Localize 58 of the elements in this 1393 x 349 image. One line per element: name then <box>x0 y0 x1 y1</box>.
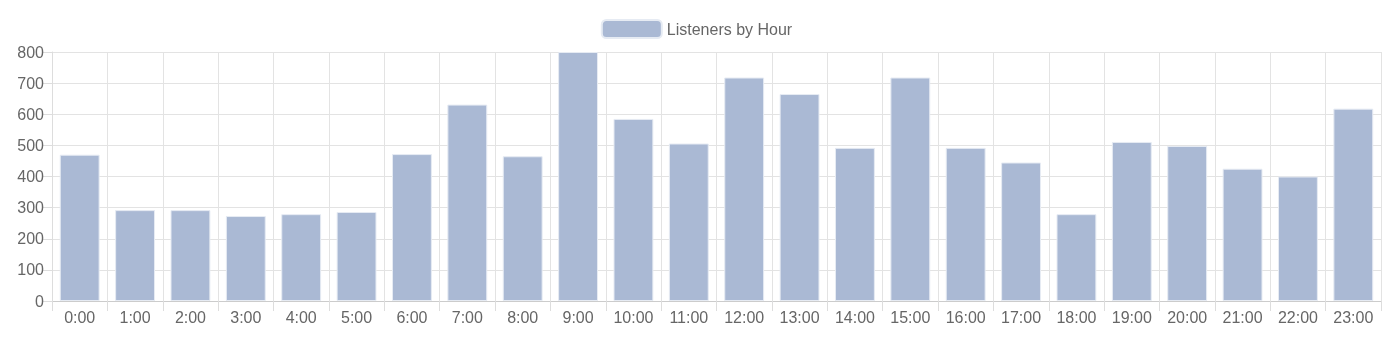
x-tick-label: 8:00 <box>507 308 539 326</box>
x-tick-label: 6:00 <box>396 308 428 326</box>
x-tick-label: 3:00 <box>230 308 262 326</box>
x-tick-label: 1:00 <box>119 308 151 326</box>
x-tick-label: 23:00 <box>1333 308 1374 326</box>
bar <box>336 211 377 301</box>
bar <box>779 94 820 301</box>
x-tick-label: 21:00 <box>1222 308 1263 326</box>
bar <box>1001 162 1041 301</box>
y-tick-label: 500 <box>17 136 45 154</box>
y-tick-label: 400 <box>17 168 45 185</box>
x-tick-label: 4:00 <box>285 308 317 326</box>
bar <box>281 214 322 301</box>
x-tick-label: 20:00 <box>1167 308 1208 326</box>
bar <box>1111 141 1152 301</box>
bar <box>1278 176 1318 301</box>
legend-label: Listeners by Hour <box>666 20 793 38</box>
x-tick-label: 10:00 <box>613 308 654 326</box>
bar <box>613 118 654 301</box>
y-tick-label: 300 <box>17 199 45 217</box>
y-tick-label: 100 <box>17 261 45 279</box>
bar <box>115 210 155 301</box>
y-tick-label: 700 <box>17 74 45 92</box>
bar <box>724 77 765 301</box>
bar <box>502 156 543 301</box>
x-tick-label: 12:00 <box>724 308 765 326</box>
y-tick-label: 200 <box>17 230 45 248</box>
bar <box>890 77 931 301</box>
y-tick-label: 0 <box>35 292 45 310</box>
bar <box>447 104 488 301</box>
x-tick-label: 19:00 <box>1111 308 1152 326</box>
bar <box>170 210 211 301</box>
x-tick-label: 11:00 <box>669 308 709 326</box>
x-tick-label: 5:00 <box>340 308 373 326</box>
y-tick-label: 600 <box>17 105 45 123</box>
x-tick-label: 7:00 <box>451 308 483 326</box>
bar <box>225 216 266 301</box>
x-tick-label: 17:00 <box>1001 308 1042 326</box>
x-tick-label: 18:00 <box>1056 308 1097 326</box>
x-tick-label: 14:00 <box>834 308 876 326</box>
bar <box>668 143 709 301</box>
bar <box>835 147 875 301</box>
x-tick-label: 16:00 <box>945 308 986 326</box>
bar <box>558 52 598 301</box>
x-tick-label: 2:00 <box>174 308 207 326</box>
bar <box>392 154 432 301</box>
y-tick-label: 800 <box>17 43 45 61</box>
bar <box>59 154 100 301</box>
bar <box>1167 146 1208 301</box>
x-tick-label: 13:00 <box>779 308 820 326</box>
x-tick-label: 0:00 <box>64 308 96 326</box>
x-tick-label: 15:00 <box>890 308 931 326</box>
x-tick-label: 9:00 <box>562 308 594 326</box>
x-tick-label: 22:00 <box>1277 308 1319 326</box>
bar <box>1333 108 1374 301</box>
bar <box>945 147 986 301</box>
bar <box>1056 214 1097 301</box>
bar <box>1222 168 1263 301</box>
